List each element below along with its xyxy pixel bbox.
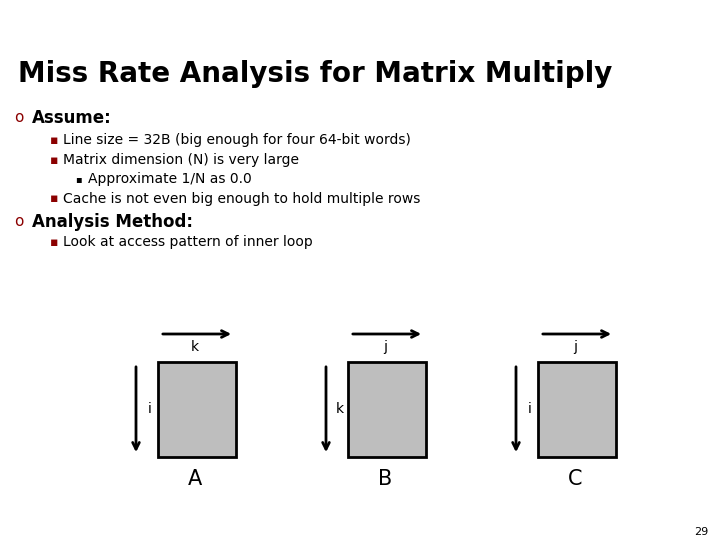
Text: Line size = 32B (big enough for four 64-bit words): Line size = 32B (big enough for four 64-…	[63, 133, 411, 147]
Text: o: o	[14, 214, 23, 230]
Text: ▪: ▪	[50, 192, 58, 206]
Bar	[538, 362, 616, 457]
Text: Miss Rate Analysis for Matrix Multiply: Miss Rate Analysis for Matrix Multiply	[18, 60, 613, 88]
Text: Assume:: Assume:	[32, 109, 112, 127]
Text: Seoul National
University: Seoul National University	[634, 1, 709, 21]
Text: Approximate 1/N as 0.0: Approximate 1/N as 0.0	[88, 172, 252, 186]
Text: ▪: ▪	[50, 235, 58, 248]
Bar	[348, 362, 426, 457]
Text: o: o	[14, 111, 23, 125]
Text: Matrix dimension (N) is very large: Matrix dimension (N) is very large	[63, 153, 299, 167]
Text: i: i	[528, 402, 532, 416]
Text: j: j	[573, 340, 577, 354]
Text: k: k	[336, 402, 344, 416]
Text: ▪: ▪	[75, 174, 81, 184]
Bar	[158, 362, 236, 457]
Text: Look at access pattern of inner loop: Look at access pattern of inner loop	[63, 235, 312, 249]
Text: k: k	[191, 340, 199, 354]
Text: Analysis Method:: Analysis Method:	[32, 213, 193, 231]
Text: A: A	[188, 469, 202, 489]
Text: C: C	[568, 469, 582, 489]
Text: B: B	[378, 469, 392, 489]
Text: i: i	[148, 402, 152, 416]
Text: 29: 29	[694, 527, 708, 537]
Text: ▪: ▪	[50, 153, 58, 166]
Text: j: j	[383, 340, 387, 354]
Text: Cache is not even big enough to hold multiple rows: Cache is not even big enough to hold mul…	[63, 192, 420, 206]
Text: ▪: ▪	[50, 133, 58, 146]
